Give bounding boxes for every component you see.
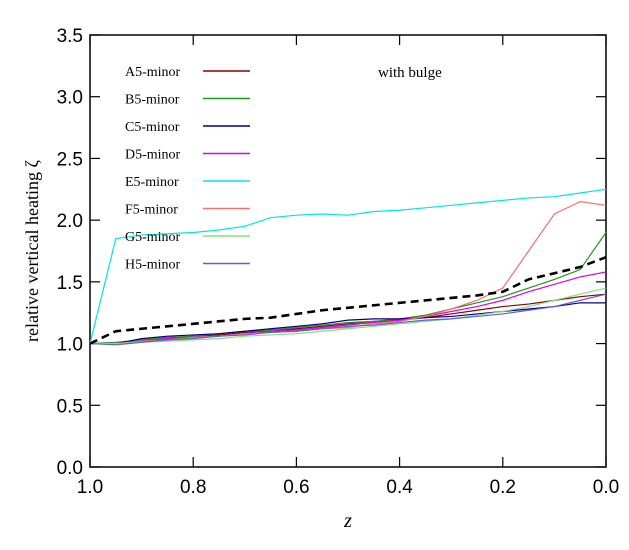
y-axis-label: relative vertical heating ζ <box>22 160 42 342</box>
plot-frame <box>89 34 607 468</box>
x-axis-label: z <box>343 510 352 532</box>
y-tick-label: 3.5 <box>57 26 83 47</box>
y-tick-label: 2.0 <box>57 211 83 232</box>
series-line <box>90 302 606 345</box>
legend-label: B5-minor <box>125 93 180 108</box>
y-tick-label: 0.0 <box>57 458 83 479</box>
y-tick-label: 1.0 <box>57 335 83 356</box>
annotation: with bulge <box>378 65 442 81</box>
y-tick-label: 0.5 <box>57 396 83 417</box>
series-line <box>89 255 607 345</box>
x-tick-label: 0.8 <box>180 477 206 498</box>
legend-label: C5-minor <box>125 120 180 135</box>
x-tick-label: 0.4 <box>386 477 413 498</box>
legend-label: D5-minor <box>125 148 181 163</box>
series-line <box>90 287 607 345</box>
legend-label: E5-minor <box>125 175 179 190</box>
x-tick-label: 0.2 <box>490 477 516 498</box>
series-line <box>90 271 607 345</box>
legend-label: H5-minor <box>125 258 181 273</box>
series-line <box>89 232 607 345</box>
x-tick-label: 0.0 <box>593 477 619 498</box>
y-tick-label: 2.5 <box>57 149 83 170</box>
x-tick-label: 1.0 <box>77 477 103 498</box>
x-tick-label: 0.6 <box>283 477 309 498</box>
y-tick-label: 1.5 <box>57 273 83 294</box>
series-line <box>89 293 607 346</box>
series-line <box>89 188 607 344</box>
legend-label: F5-minor <box>125 203 178 218</box>
legend-label: A5-minor <box>125 65 181 80</box>
y-tick-label: 3.0 <box>57 88 83 109</box>
legend-label: G5-minor <box>125 230 181 245</box>
